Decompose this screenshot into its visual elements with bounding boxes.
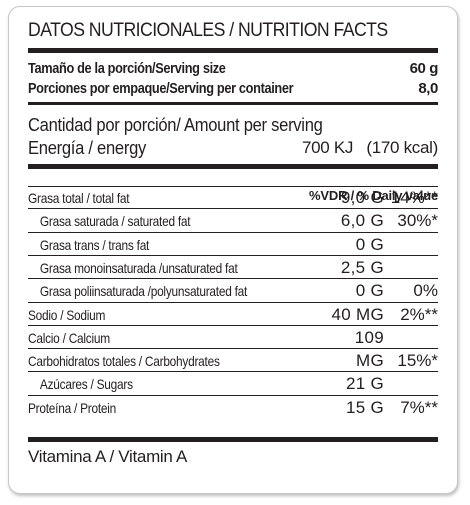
nutrient-row: Carbohidratos totales / Carbohydrates MG 1…	[28, 351, 438, 371]
vitamin-row: Vitamina A / Vitamin A	[28, 447, 438, 467]
nutrient-row: Grasa monoinsaturada /unsaturated fat 2,5…	[28, 258, 438, 278]
divider	[28, 102, 438, 105]
servings-per-container-row: Porciones por empaque/Serving per contai…	[28, 78, 438, 98]
nutrient-label: Grasa trans / trans fat	[39, 236, 150, 253]
nutrient-row: Calcio / Calcium 109	[28, 328, 438, 348]
daily-value-header: %VDR / % Daily value	[309, 188, 438, 203]
nutrient-amount: 6,0 G	[340, 211, 384, 231]
nutrient-amount: 9,0 G	[340, 188, 384, 207]
row-divider	[28, 348, 438, 350]
label-title: DATOS NUTRICIONALES / NUTRITION FACTS	[28, 20, 388, 41]
row-divider	[28, 186, 438, 187]
nutrient-daily-value: 14%**	[390, 188, 438, 207]
serving-size-row: Tamaño de la porción/Serving size 60 g	[28, 58, 438, 78]
nutrition-label-frame	[8, 6, 458, 494]
nutrient-daily-value: 2%**	[400, 304, 438, 324]
nutrient-label: Grasa total / total fat	[28, 190, 130, 206]
divider	[28, 48, 438, 53]
nutrient-label: Sodio / Sodium	[28, 306, 106, 323]
row-divider	[28, 254, 438, 256]
energy-label: Energía / energy	[28, 137, 147, 158]
nutrient-label: Proteína / Protein	[28, 399, 117, 416]
serving-size-value: 60 g	[409, 59, 439, 77]
nutrient-daily-value: 30%*	[397, 211, 438, 231]
servings-per-container-label: Porciones por empaque/Serving per contai…	[28, 79, 294, 97]
amount-per-serving-label: Cantidad por porción/ Amount per serving	[28, 114, 323, 135]
nutrient-row: Grasa saturada / saturated fat 6,0 G 30%*	[28, 211, 438, 231]
nutrient-daily-value: 15%*	[397, 351, 438, 371]
nutrient-label: Grasa saturada / saturated fat	[39, 213, 191, 230]
nutrient-row: Grasa poliinsaturada /polyunsaturated fa…	[28, 281, 438, 301]
nutrient-row: Proteína / Protein 15 G 7%**	[28, 398, 438, 418]
nutrient-amount: 0 G	[355, 281, 384, 301]
divider	[28, 164, 438, 169]
servings-per-container-value: 8,0	[418, 79, 438, 97]
serving-size-label: Tamaño de la porción/Serving size	[28, 59, 226, 77]
row-divider	[28, 231, 438, 233]
divider	[28, 437, 438, 442]
nutrient-row: Grasa trans / trans fat 0 G	[28, 235, 438, 255]
nutrient-daily-value: 0%	[413, 281, 438, 301]
nutrient-row: Azúcares / Sugars 21 G	[28, 374, 438, 394]
nutrient-label: Grasa monoinsaturada /unsaturated fat	[39, 259, 238, 276]
nutrient-amount: 40 MG	[331, 304, 384, 324]
row-divider	[28, 301, 438, 303]
nutrient-daily-value: 7%**	[400, 397, 438, 417]
row-divider	[28, 324, 438, 326]
nutrient-label: Carbohidratos totales / Carbohydrates	[28, 353, 220, 370]
nutrient-label: Azúcares / Sugars	[39, 376, 133, 393]
amount-per-serving: Cantidad por porción/ Amount per serving	[28, 115, 438, 135]
nutrient-amount: MG	[356, 351, 384, 371]
nutrient-label: Calcio / Calcium	[28, 329, 110, 346]
nutrient-row: Grasa total / total fat 9,0 G 14%**	[28, 188, 438, 208]
nutrition-facts-label: DATOS NUTRICIONALES / NUTRITION FACTS Ta…	[28, 20, 438, 486]
row-divider	[28, 278, 438, 280]
nutrient-amount: 0 G	[355, 234, 384, 254]
nutrient-amount: 109	[354, 327, 384, 347]
nutrient-label: Grasa poliinsaturada /polyunsaturated fa…	[39, 283, 248, 300]
row-divider	[28, 394, 438, 396]
nutrient-amount: 15 G	[345, 397, 384, 417]
vitamin-label: Vitamina A / Vitamin A	[28, 447, 188, 466]
nutrient-amount: 21 G	[345, 374, 384, 394]
row-divider	[28, 208, 438, 210]
nutrient-amount: 2,5 G	[340, 257, 384, 277]
row-divider	[28, 371, 438, 373]
nutrient-row: Sodio / Sodium 40 MG 2%**	[28, 305, 438, 325]
energy-row: Energía / energy 700 KJ (170 kcal)	[28, 138, 438, 158]
energy-value: 700 KJ (170 kcal)	[301, 138, 438, 157]
